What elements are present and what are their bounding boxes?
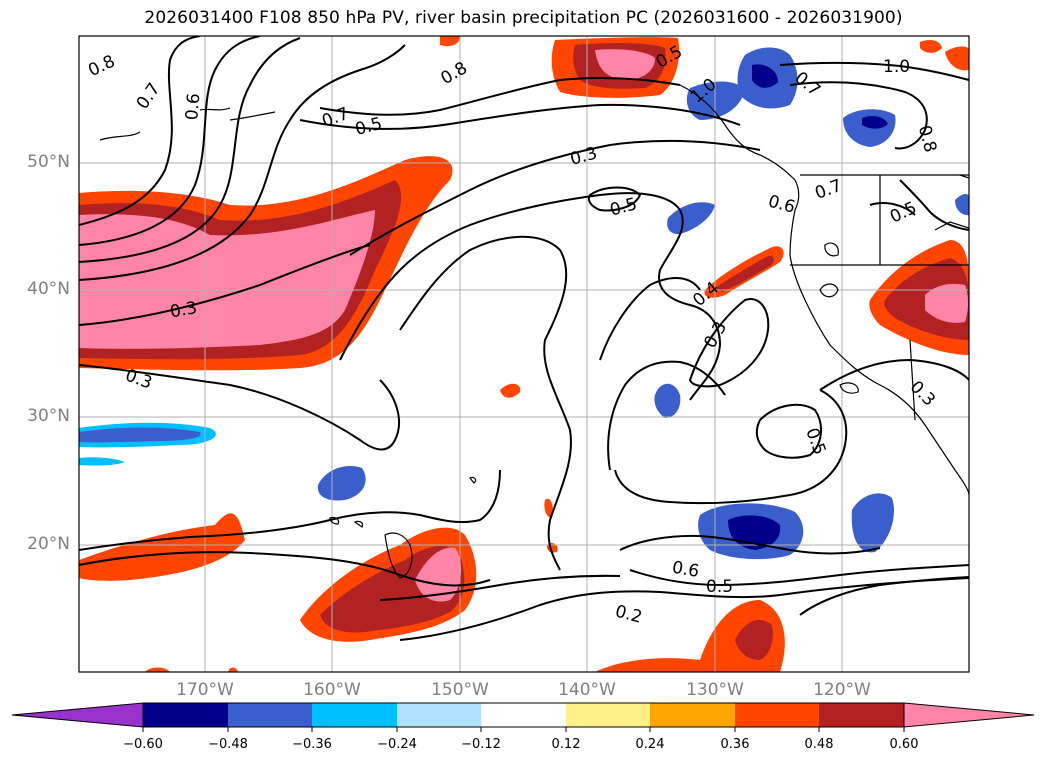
contour-label: 0.6 [670,558,700,582]
colorbar-max-extend [903,702,1035,728]
map-plot-area: 0.8 0.7 0.6 0.7 0.5 0.8 1.0 0.3 0.3 0.3 … [79,36,969,672]
colorbar-tick-label: 0.48 [804,737,834,752]
colorbar-bin [481,703,566,727]
map-title: 2026031400 F108 850 hPa PV, river basin … [144,8,903,28]
colorbar-tick-label: −0.36 [292,737,332,752]
lon-label-170w: 170°W [176,680,234,700]
lon-label-140w: 140°W [558,680,616,700]
colorbar-bin [650,703,735,727]
coastlines [99,84,969,579]
colorbar-tick-label: −0.24 [377,737,417,752]
graticule [79,36,969,672]
colorbar-bin [228,703,312,727]
precip-positive-shading [79,36,969,672]
contour-label: 0.5 [706,577,733,597]
contour-label: 0.6 [182,92,204,121]
colorbar-bin [819,703,904,727]
colorbar-tick-label: −0.48 [208,737,248,752]
colorbar-tick-label: 0.12 [551,737,581,752]
contour-label: 0.3 [168,298,198,322]
colorbar-bin [735,703,819,727]
lon-label-120w: 120°W [813,680,871,700]
colorbar-tick-label: 0.36 [720,737,750,752]
map-frame [78,35,970,673]
colorbar-tick-label: −0.60 [123,737,163,752]
colorbar [11,702,1035,732]
colorbar-bin [143,703,228,727]
lat-label-40n: 40°N [27,279,70,299]
lon-label-150w: 150°W [431,680,489,700]
lon-label-160w: 160°W [303,680,361,700]
colorbar-bin [312,703,397,727]
contour-label: 1.0 [883,57,910,77]
colorbar-tick-label: 0.60 [889,737,919,752]
colorbar-bin [397,703,481,727]
lon-label-130w: 130°W [686,680,744,700]
colorbar-tick-label: −0.12 [461,737,501,752]
lat-label-20n: 20°N [27,534,70,554]
precip-negative-shading [79,47,969,560]
lat-label-30n: 30°N [27,406,70,426]
lat-label-50n: 50°N [27,152,70,172]
colorbar-bin [566,703,650,727]
colorbar-min-extend [11,702,144,728]
pv-contours [79,36,969,641]
colorbar-tick-label: 0.24 [635,737,665,752]
